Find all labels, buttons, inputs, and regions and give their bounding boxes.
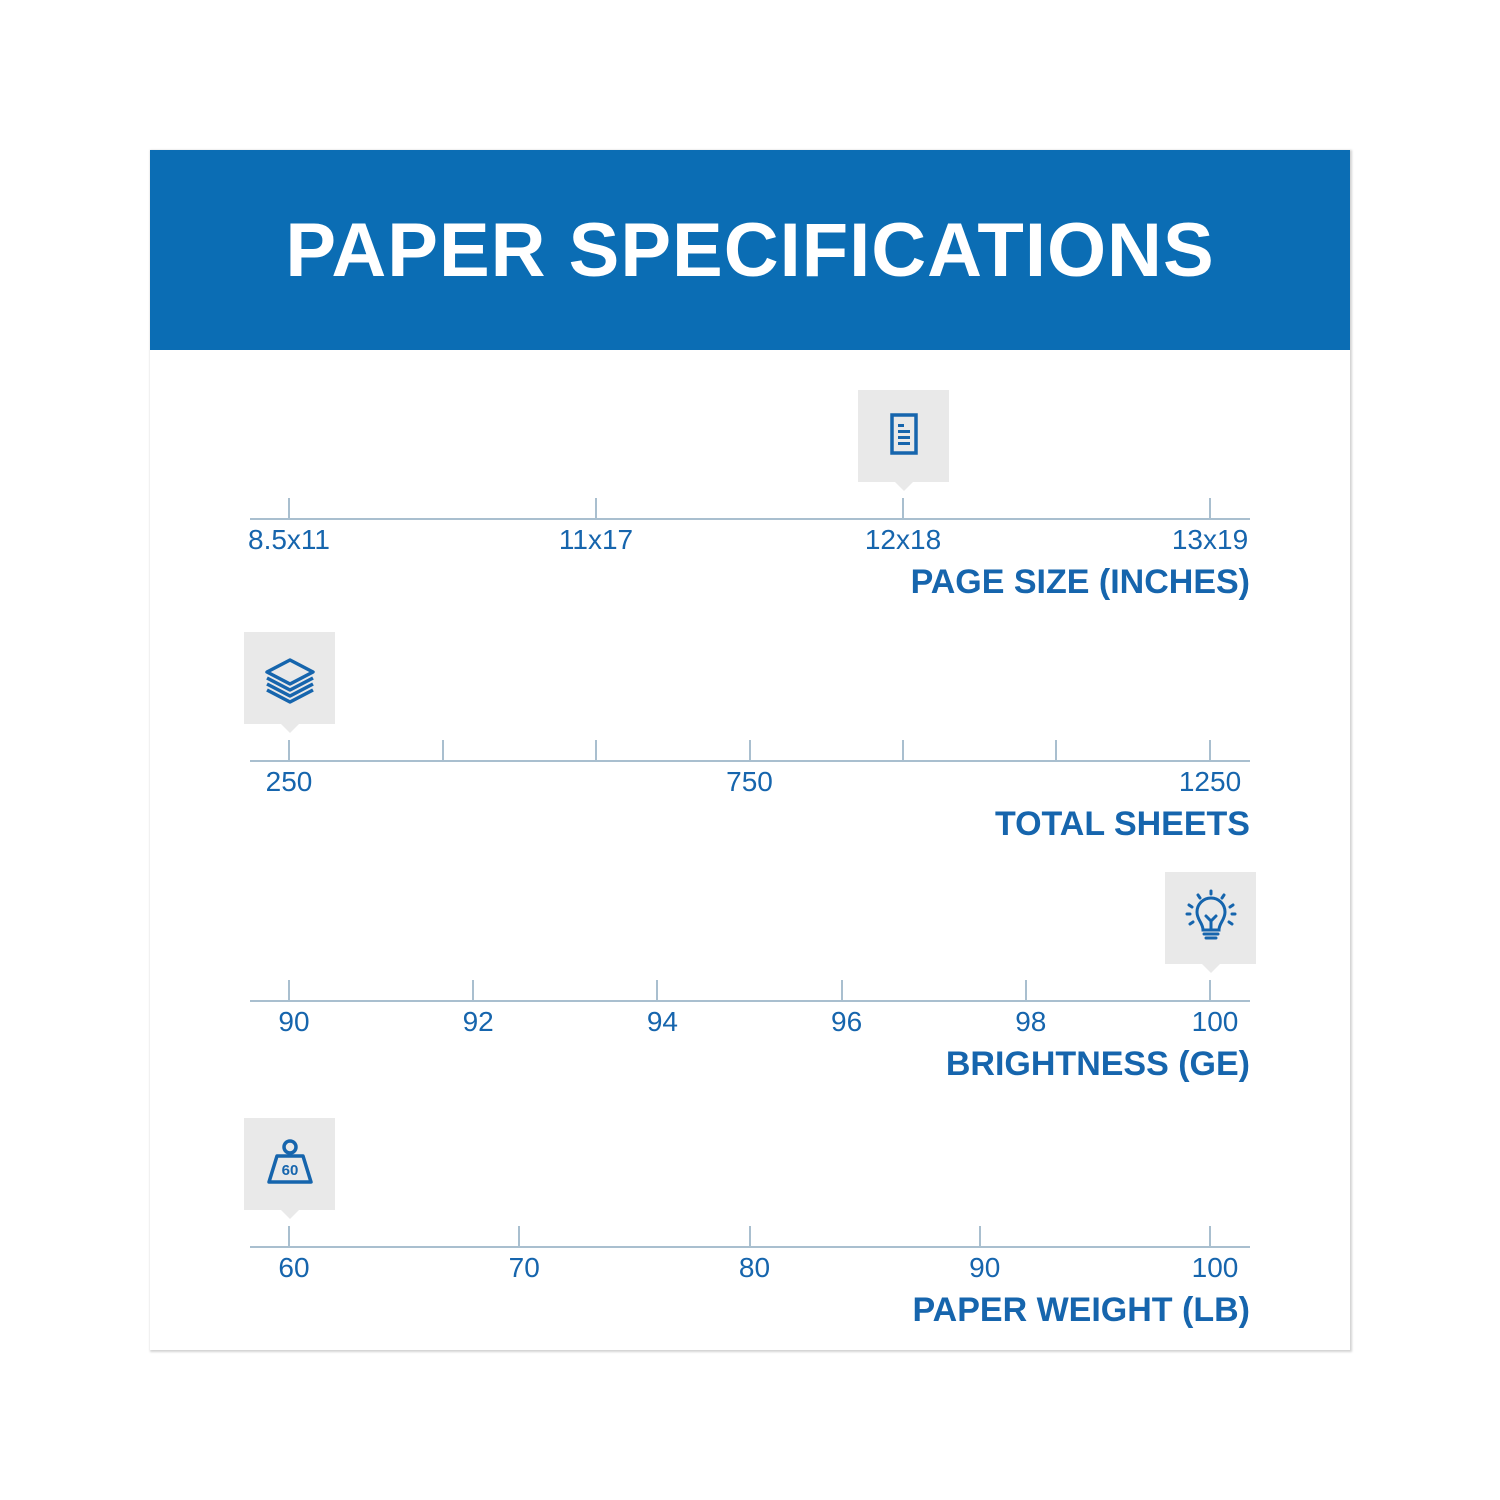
page-title: PAPER SPECIFICATIONS bbox=[285, 207, 1215, 293]
scale-tick bbox=[656, 980, 659, 1000]
scale-tick bbox=[1055, 740, 1058, 760]
scale-title: PAPER WEIGHT (LB) bbox=[912, 1291, 1250, 1329]
scale-tick-label: 90 bbox=[278, 1006, 310, 1037]
selected-value-marker bbox=[858, 390, 949, 491]
scale-tick bbox=[288, 1226, 290, 1246]
scale-tick-label: 250 bbox=[265, 766, 313, 797]
scale-tick-label: 750 bbox=[726, 766, 773, 797]
scale-tick bbox=[748, 740, 751, 760]
scale-axis-line bbox=[250, 760, 1250, 762]
scale-axis-line bbox=[250, 518, 1250, 520]
scale-tick bbox=[1024, 980, 1027, 1000]
weight-icon-label: 60 bbox=[281, 1162, 298, 1179]
scale-tick-label: 1250 bbox=[1178, 766, 1242, 797]
scale-tick bbox=[1209, 1226, 1211, 1246]
scale-tick-label: 100 bbox=[1191, 1252, 1239, 1283]
scale-tick-label: 98 bbox=[1015, 1006, 1047, 1037]
scale-title: TOTAL SHEETS bbox=[994, 805, 1250, 843]
scale-tick bbox=[1209, 498, 1211, 518]
spec-card: PAPER SPECIFICATIONS bbox=[150, 150, 1350, 1350]
scale-tick bbox=[1209, 740, 1211, 760]
scale-tick bbox=[840, 980, 843, 1000]
scale-tick bbox=[441, 740, 444, 760]
scale-tick-label: 13x19 bbox=[1171, 524, 1249, 555]
scale-tick-label: 94 bbox=[646, 1006, 678, 1037]
scale-tick-label: 70 bbox=[508, 1252, 540, 1283]
scale-tick-label: 80 bbox=[738, 1252, 771, 1283]
lightbulb-icon bbox=[1176, 883, 1246, 953]
scale-tick bbox=[902, 498, 904, 518]
scale-title: PAGE SIZE (INCHES) bbox=[910, 563, 1250, 601]
scale-tick-label: 60 bbox=[278, 1252, 310, 1283]
scale-tick-label: 96 bbox=[831, 1006, 863, 1037]
scale-tick bbox=[288, 740, 290, 760]
scale-tick-label: 8.5x11 bbox=[248, 524, 330, 555]
scale-axis-line bbox=[250, 1246, 1250, 1248]
document-icon bbox=[869, 401, 939, 471]
selected-value-marker bbox=[1165, 872, 1256, 973]
scale-title: BRIGHTNESS (GE) bbox=[945, 1045, 1250, 1083]
scale-tick bbox=[472, 980, 475, 1000]
scale-tick bbox=[902, 740, 905, 760]
scale-tick bbox=[1209, 980, 1211, 1000]
selected-value-marker bbox=[244, 632, 335, 733]
scale-tick bbox=[595, 498, 597, 518]
scale-tick bbox=[288, 980, 290, 1000]
paper-stack-icon bbox=[255, 643, 325, 713]
scale-tick-label: 90 bbox=[969, 1252, 1001, 1283]
selected-value-marker: 60 bbox=[244, 1118, 335, 1219]
weight-icon: 60 bbox=[255, 1129, 325, 1199]
scale-tick bbox=[288, 498, 290, 518]
scale-tick bbox=[748, 1226, 751, 1246]
scale-tick-label: 100 bbox=[1191, 1006, 1239, 1037]
header-banner: PAPER SPECIFICATIONS bbox=[150, 150, 1350, 350]
scale-tick-label: 92 bbox=[462, 1006, 494, 1037]
scale-tick bbox=[978, 1226, 981, 1246]
scale-tick bbox=[594, 740, 597, 760]
scale-tick bbox=[518, 1226, 521, 1246]
scale-tick-label: 12x18 bbox=[864, 524, 942, 555]
scale-tick-label: 11x17 bbox=[558, 524, 634, 555]
scale-axis-line bbox=[250, 1000, 1250, 1002]
